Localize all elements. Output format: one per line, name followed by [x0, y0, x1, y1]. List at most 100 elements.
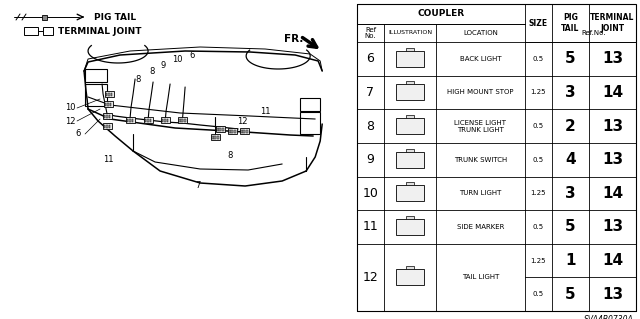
- Text: LICENSE LIGHT
TRUNK LIGHT: LICENSE LIGHT TRUNK LIGHT: [454, 120, 506, 133]
- Bar: [85, 69, 107, 82]
- Text: 7: 7: [367, 86, 374, 99]
- Bar: [212, 136, 214, 138]
- Text: 14: 14: [602, 253, 623, 268]
- Text: Ref
No.: Ref No.: [365, 26, 376, 40]
- Bar: [145, 118, 147, 122]
- Bar: [220, 128, 221, 130]
- Bar: [108, 102, 109, 106]
- Bar: [106, 93, 108, 95]
- Text: 10: 10: [172, 56, 182, 64]
- Bar: [228, 128, 237, 134]
- Bar: [162, 118, 163, 122]
- Bar: [104, 91, 113, 97]
- Text: TAIL LIGHT: TAIL LIGHT: [461, 274, 499, 280]
- Bar: [406, 266, 414, 269]
- Text: PIG
TAIL: PIG TAIL: [561, 13, 579, 33]
- Text: TERMINAL
JOINT: TERMINAL JOINT: [590, 13, 635, 33]
- Text: 13: 13: [602, 51, 623, 66]
- Bar: [300, 112, 320, 134]
- Bar: [396, 185, 424, 201]
- Text: 7: 7: [195, 182, 201, 190]
- Bar: [106, 124, 108, 128]
- Bar: [147, 118, 149, 122]
- Text: 8: 8: [367, 120, 374, 133]
- Text: 9: 9: [367, 153, 374, 166]
- Text: 13: 13: [602, 119, 623, 134]
- Bar: [110, 102, 111, 106]
- Bar: [406, 216, 414, 219]
- Bar: [396, 219, 424, 235]
- Bar: [396, 152, 424, 168]
- Bar: [108, 93, 110, 95]
- Bar: [406, 149, 414, 152]
- Text: 3: 3: [565, 186, 575, 201]
- Text: 13: 13: [602, 219, 623, 234]
- Bar: [127, 118, 129, 122]
- Bar: [129, 118, 131, 122]
- Bar: [214, 136, 216, 138]
- Text: 12: 12: [363, 271, 378, 284]
- Text: ILLUSTRATION: ILLUSTRATION: [388, 31, 432, 35]
- Bar: [396, 118, 424, 134]
- Bar: [102, 123, 111, 129]
- Bar: [217, 136, 218, 138]
- Text: 8: 8: [149, 68, 155, 77]
- Text: FR.: FR.: [284, 34, 303, 44]
- Text: 11: 11: [103, 154, 113, 164]
- Bar: [42, 14, 47, 19]
- Bar: [125, 117, 134, 123]
- Text: TERMINAL JOINT: TERMINAL JOINT: [58, 26, 141, 35]
- Text: 0.5: 0.5: [532, 157, 543, 163]
- Text: COUPLER: COUPLER: [417, 10, 464, 19]
- Text: 11: 11: [363, 220, 378, 234]
- Text: 13: 13: [602, 287, 623, 302]
- Bar: [167, 118, 168, 122]
- Bar: [406, 81, 414, 85]
- Text: 1.25: 1.25: [531, 190, 546, 196]
- Text: SVA4B0730A: SVA4B0730A: [584, 315, 634, 319]
- Text: 8: 8: [227, 152, 233, 160]
- Text: HIGH MOUNT STOP: HIGH MOUNT STOP: [447, 89, 514, 95]
- Bar: [143, 117, 152, 123]
- Bar: [241, 130, 243, 132]
- Text: 1.25: 1.25: [531, 89, 546, 95]
- Text: TRUNK SWITCH: TRUNK SWITCH: [454, 157, 507, 163]
- Bar: [229, 130, 230, 132]
- Text: TURN LIGHT: TURN LIGHT: [460, 190, 502, 196]
- Bar: [150, 118, 152, 122]
- Text: 1: 1: [565, 253, 575, 268]
- Text: 6: 6: [189, 50, 195, 60]
- Bar: [181, 118, 183, 122]
- Text: SIDE MARKER: SIDE MARKER: [457, 224, 504, 230]
- Text: 6: 6: [76, 130, 81, 138]
- Bar: [179, 118, 180, 122]
- Bar: [406, 182, 414, 185]
- Bar: [111, 93, 113, 95]
- Bar: [396, 51, 424, 67]
- Bar: [239, 128, 249, 134]
- Bar: [104, 115, 106, 117]
- Text: 3: 3: [565, 85, 575, 100]
- Bar: [231, 130, 233, 132]
- Bar: [243, 130, 245, 132]
- Bar: [102, 113, 111, 119]
- Bar: [300, 98, 320, 111]
- Bar: [109, 115, 111, 117]
- Text: 5: 5: [565, 219, 575, 234]
- Text: 8: 8: [136, 76, 141, 85]
- Text: 2: 2: [565, 119, 575, 134]
- Bar: [396, 269, 424, 286]
- Bar: [211, 134, 220, 140]
- Text: BACK LIGHT: BACK LIGHT: [460, 56, 501, 62]
- Bar: [246, 130, 248, 132]
- Bar: [43, 27, 53, 35]
- Bar: [184, 118, 186, 122]
- Bar: [109, 124, 111, 128]
- Bar: [406, 115, 414, 118]
- Bar: [234, 130, 236, 132]
- Text: 5: 5: [565, 51, 575, 66]
- Bar: [406, 48, 414, 51]
- Bar: [161, 117, 170, 123]
- Bar: [396, 85, 424, 100]
- Bar: [104, 124, 106, 128]
